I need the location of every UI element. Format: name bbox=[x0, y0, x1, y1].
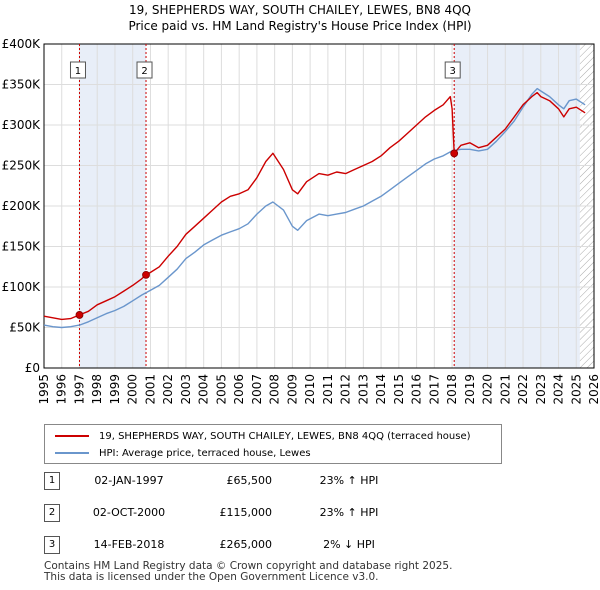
legend-entry-hpi: HPI: Average price, terraced house, Lewe… bbox=[45, 445, 311, 461]
sale-marker-box bbox=[136, 61, 153, 79]
sale-marker-box bbox=[69, 61, 86, 79]
sale-date: 02-OCT-2000 bbox=[92, 506, 166, 519]
x-tick-label: 2007 bbox=[250, 374, 264, 405]
legend-hpi-swatch bbox=[55, 452, 89, 454]
sale-price: £65,500 bbox=[226, 474, 273, 487]
x-tick-label: 2016 bbox=[410, 374, 424, 405]
table-row: 3 14-FEB-2018 £265,000 2% ↓ HPI bbox=[44, 536, 404, 556]
table-row: 1 02-JAN-1997 £65,500 23% ↑ HPI bbox=[44, 472, 404, 492]
x-tick-label: 2023 bbox=[534, 374, 548, 405]
x-tick-label: 2022 bbox=[516, 374, 530, 405]
x-tick-label: 2008 bbox=[268, 374, 282, 405]
x-tick-label: 2015 bbox=[392, 374, 406, 405]
x-tick-label: 2021 bbox=[498, 374, 512, 405]
price-chart: 19, SHEPHERDS WAY, SOUTH CHAILEY, LEWES,… bbox=[2, 3, 600, 405]
property-price-line bbox=[43, 91, 586, 321]
sale-date: 02-JAN-1997 bbox=[94, 474, 164, 487]
y-tick-label: £200K bbox=[2, 199, 42, 213]
sale-date: 14-FEB-2018 bbox=[93, 538, 165, 551]
x-tick-label: 2019 bbox=[463, 374, 477, 405]
x-tick-label: 2026 bbox=[587, 374, 600, 405]
hpi-line bbox=[43, 87, 586, 329]
footer-line-1: Contains HM Land Registry data © Crown c… bbox=[44, 560, 453, 572]
table-row: 2 02-OCT-2000 £115,000 23% ↑ HPI bbox=[44, 504, 404, 524]
x-tick-label: 2011 bbox=[321, 374, 335, 405]
x-tick-label: 2001 bbox=[143, 374, 157, 405]
sale-hpi-change: 23% ↑ HPI bbox=[319, 506, 379, 519]
y-tick-label: £0 bbox=[25, 361, 40, 375]
sale-number-badge: 3 bbox=[44, 536, 60, 554]
x-tick-label: 1999 bbox=[108, 374, 122, 405]
chart-legend: 19, SHEPHERDS WAY, SOUTH CHAILEY, LEWES,… bbox=[44, 424, 502, 464]
x-tick-label: 1996 bbox=[55, 374, 69, 405]
x-tick-label: 1997 bbox=[72, 374, 86, 405]
legend-property-swatch bbox=[55, 435, 89, 437]
x-tick-label: 2024 bbox=[552, 374, 566, 405]
x-tick-label: 2006 bbox=[232, 374, 246, 405]
x-tick-label: 1998 bbox=[90, 374, 104, 405]
chart-title-line2: Price paid vs. HM Land Registry's House … bbox=[128, 19, 471, 33]
chart-title-line1: 19, SHEPHERDS WAY, SOUTH CHAILEY, LEWES,… bbox=[129, 3, 471, 17]
sale-point bbox=[450, 149, 459, 158]
x-tick-label: 2020 bbox=[481, 374, 495, 405]
footer-line-2: This data is licensed under the Open Gov… bbox=[44, 571, 379, 583]
sale-marker-number: 2 bbox=[141, 66, 147, 77]
sale-number-badge: 2 bbox=[44, 504, 60, 522]
legend-hpi-label: HPI: Average price, terraced house, Lewe… bbox=[99, 447, 311, 459]
legend-property-label: 19, SHEPHERDS WAY, SOUTH CHAILEY, LEWES,… bbox=[99, 430, 471, 442]
x-tick-label: 2014 bbox=[374, 374, 388, 405]
y-tick-label: £400K bbox=[2, 37, 42, 51]
x-tick-label: 1995 bbox=[37, 374, 51, 405]
x-tick-label: 2018 bbox=[445, 374, 459, 405]
sale-price: £265,000 bbox=[219, 538, 273, 551]
x-tick-label: 2009 bbox=[285, 374, 299, 405]
sale-number-badge: 1 bbox=[44, 472, 60, 490]
x-tick-label: 2010 bbox=[303, 374, 317, 405]
x-tick-label: 2025 bbox=[569, 374, 583, 405]
y-tick-label: £300K bbox=[2, 118, 42, 132]
sale-marker-number: 1 bbox=[75, 66, 81, 77]
legend-entry-property: 19, SHEPHERDS WAY, SOUTH CHAILEY, LEWES,… bbox=[45, 428, 471, 444]
sale-marker-box bbox=[444, 61, 461, 79]
y-tick-label: £250K bbox=[2, 159, 42, 173]
x-tick-label: 2013 bbox=[356, 374, 370, 405]
x-tick-label: 2012 bbox=[339, 374, 353, 405]
x-tick-label: 2000 bbox=[126, 374, 140, 405]
y-tick-label: £100K bbox=[2, 280, 42, 294]
y-tick-label: £150K bbox=[2, 240, 42, 254]
y-tick-label: £50K bbox=[9, 321, 41, 335]
footer-attribution: Contains HM Land Registry data © Crown c… bbox=[44, 561, 452, 583]
sale-hpi-change: 23% ↑ HPI bbox=[319, 474, 379, 487]
plot-frame bbox=[43, 43, 595, 369]
sale-marker-number: 3 bbox=[450, 66, 456, 77]
sale-price: £115,000 bbox=[219, 506, 273, 519]
x-tick-label: 2004 bbox=[197, 374, 211, 405]
sale-point bbox=[75, 311, 84, 319]
sale-hpi-change: 2% ↓ HPI bbox=[323, 538, 375, 551]
x-tick-label: 2017 bbox=[427, 374, 441, 405]
sale-point bbox=[142, 270, 150, 279]
x-tick-label: 2005 bbox=[214, 374, 228, 405]
x-tick-label: 2002 bbox=[161, 374, 175, 405]
x-tick-label: 2003 bbox=[179, 374, 193, 405]
y-tick-label: £350K bbox=[2, 78, 42, 92]
plot-area: £0 £50K £100K £150K £200K £250K £300K £350K £400… bbox=[2, 37, 600, 405]
